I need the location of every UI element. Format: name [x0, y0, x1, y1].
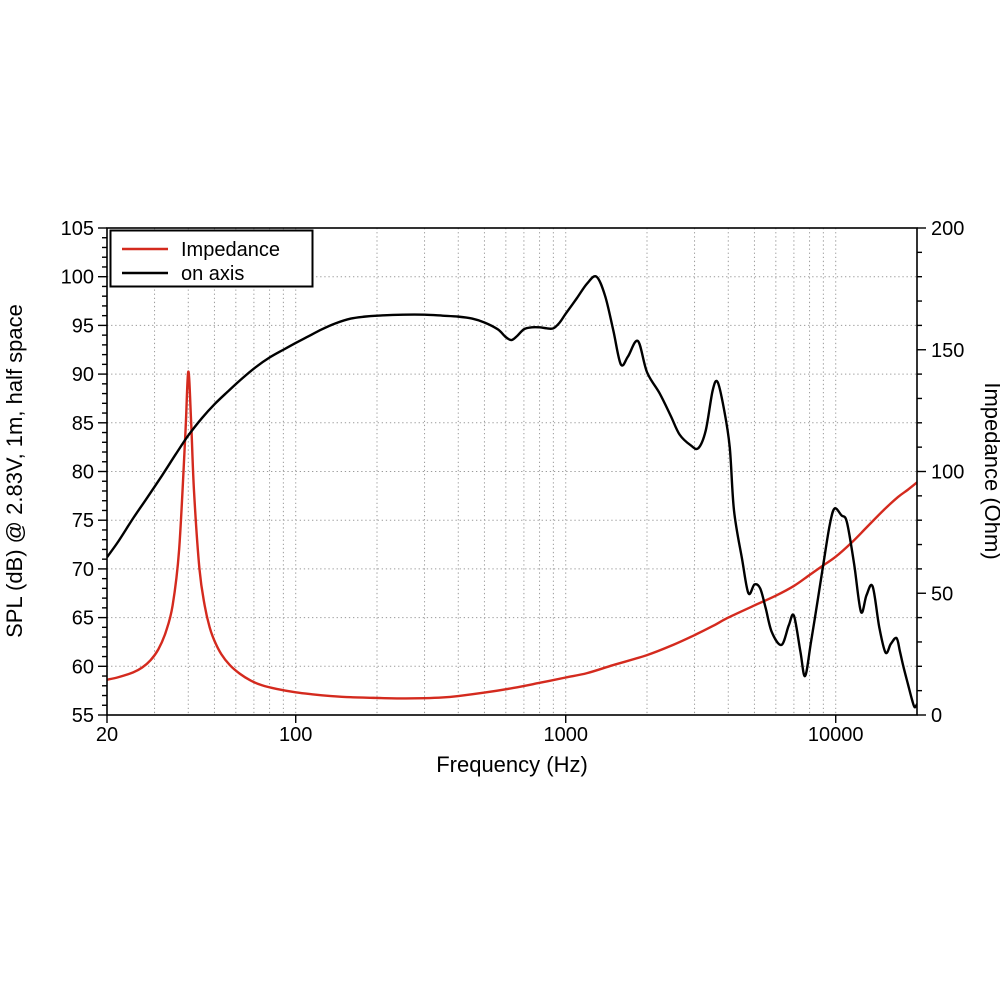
- legend-box: [109, 229, 314, 288]
- right-tick-label: 100: [931, 462, 964, 484]
- left-tick-label: 60: [72, 656, 94, 678]
- axis-ticks: [98, 227, 926, 723]
- legend-label-on-axis: on axis: [181, 263, 244, 285]
- left-tick-label: 65: [72, 608, 94, 630]
- right-tick-label: 0: [931, 705, 942, 727]
- x-axis-title: Frequency (Hz): [436, 752, 588, 777]
- x-tick-label: 100: [279, 724, 312, 746]
- plot-frame: [106, 227, 918, 716]
- x-tick-label: 10000: [808, 724, 864, 746]
- right-tick-label: 200: [931, 218, 964, 240]
- left-axis-title: SPL (dB) @ 2.83V, 1m, half space: [2, 304, 27, 638]
- impedance-curve: [107, 370, 917, 700]
- gridlines: [107, 228, 917, 715]
- left-tick-label: 105: [61, 218, 94, 240]
- right-tick-label: 150: [931, 340, 964, 362]
- x-tick-label: 20: [96, 724, 118, 746]
- x-tick-label: 1000: [543, 724, 588, 746]
- right-tick-label: 50: [931, 583, 953, 605]
- legend: Impedance on axis: [109, 229, 314, 288]
- legend-label-impedance: Impedance: [181, 239, 280, 261]
- right-axis-title: Impedance (Ohm): [980, 382, 1000, 559]
- left-tick-label: 55: [72, 705, 94, 727]
- on-axis-curve: [107, 275, 917, 709]
- tick-labels: 55 60 65 70 75 80 85 90 95 100 105 0 50 100 150 200 20 10…: [61, 218, 965, 746]
- left-tick-label: 90: [72, 364, 94, 386]
- left-tick-label: 70: [72, 559, 94, 581]
- left-tick-label: 80: [72, 462, 94, 484]
- left-tick-label: 100: [61, 267, 94, 289]
- curves: [107, 275, 917, 709]
- left-tick-label: 95: [72, 315, 94, 337]
- left-tick-label: 85: [72, 413, 94, 435]
- left-tick-label: 75: [72, 510, 94, 532]
